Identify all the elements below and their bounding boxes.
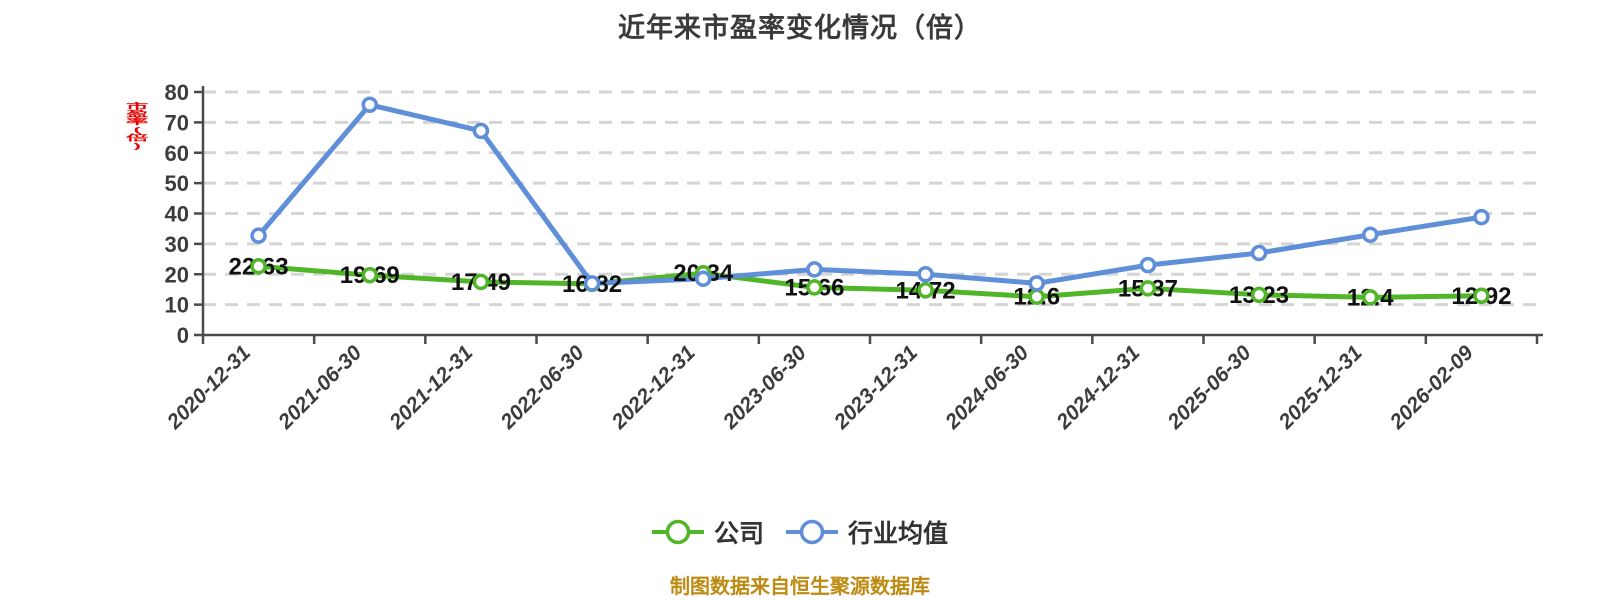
data-source-note: 制图数据来自恒生聚源数据库 <box>670 576 930 598</box>
industry-data-point-marker <box>695 270 712 288</box>
x-tick-label: 2021-12-31 <box>385 341 478 434</box>
chart-title: 近年来市盈率变化情况（倍） <box>618 13 982 43</box>
industry-data-point-marker <box>583 275 601 292</box>
series-line-company <box>256 263 1484 300</box>
company-data-point-marker <box>1362 289 1379 306</box>
series-line-industry-average <box>256 102 1484 286</box>
legend: 公司 行业均值 <box>0 508 1600 556</box>
company-series-marker-icon <box>651 519 704 545</box>
x-tick-label: 2022-06-30 <box>496 341 589 434</box>
industry-data-point-marker <box>1362 226 1379 244</box>
company-data-point-marker <box>472 273 490 291</box>
company-data-point-marker <box>361 266 378 284</box>
y-tick-label: 20 <box>165 262 189 287</box>
x-tick-label: 2023-06-30 <box>718 341 811 434</box>
company-data-point-marker <box>250 258 267 275</box>
legend-label-company: 公司 <box>713 520 764 548</box>
company-data-point-marker <box>806 279 823 296</box>
x-tick-label: 2022-12-31 <box>607 341 700 434</box>
company-data-point-marker <box>1473 287 1490 305</box>
x-tick-label: 2024-06-30 <box>940 341 1033 434</box>
x-tick-label: 2023-12-31 <box>829 341 922 434</box>
industry-data-point-marker <box>917 266 934 283</box>
industry-data-point-marker <box>472 122 490 140</box>
legend-item-company: 公司 <box>651 514 764 550</box>
legend-item-industry-average: 行业均值 <box>786 514 948 550</box>
y-tick-label: 60 <box>165 141 189 166</box>
industry-data-point-marker <box>1473 208 1490 226</box>
company-data-point-marker <box>1250 286 1268 304</box>
x-tick-label: 2021-06-30 <box>273 341 366 434</box>
y-tick-label: 80 <box>165 80 189 105</box>
legend-label-industry-average: 行业均值 <box>848 520 949 548</box>
y-tick-label: 0 <box>177 323 189 348</box>
industry-data-point-marker <box>250 227 267 244</box>
company-data-point-marker <box>1139 280 1157 297</box>
company-data-point-marker <box>917 282 934 299</box>
industry-data-point-marker <box>1028 275 1045 292</box>
x-tick-label: 2025-12-31 <box>1274 341 1367 434</box>
industry-data-point-marker <box>806 261 823 278</box>
y-tick-label: 30 <box>165 232 189 257</box>
y-axis-unit-label: 市盈率(倍) <box>124 102 150 151</box>
industry-series-marker-icon <box>786 519 838 545</box>
y-tick-label: 10 <box>165 293 189 318</box>
x-tick-label: 2024-12-31 <box>1052 341 1145 434</box>
industry-data-point-marker <box>1139 256 1157 274</box>
company-data-point-marker <box>1028 288 1045 305</box>
industry-data-point-marker <box>1250 244 1268 262</box>
industry-data-point-marker <box>361 96 378 114</box>
y-tick-label: 70 <box>165 110 189 135</box>
x-tick-label: 2026-02-09 <box>1385 341 1478 434</box>
y-tick-label: 50 <box>165 171 189 196</box>
y-tick-label: 40 <box>165 202 189 227</box>
x-tick-label: 2020-12-31 <box>162 341 255 434</box>
x-tick-label: 2025-06-30 <box>1163 341 1256 434</box>
